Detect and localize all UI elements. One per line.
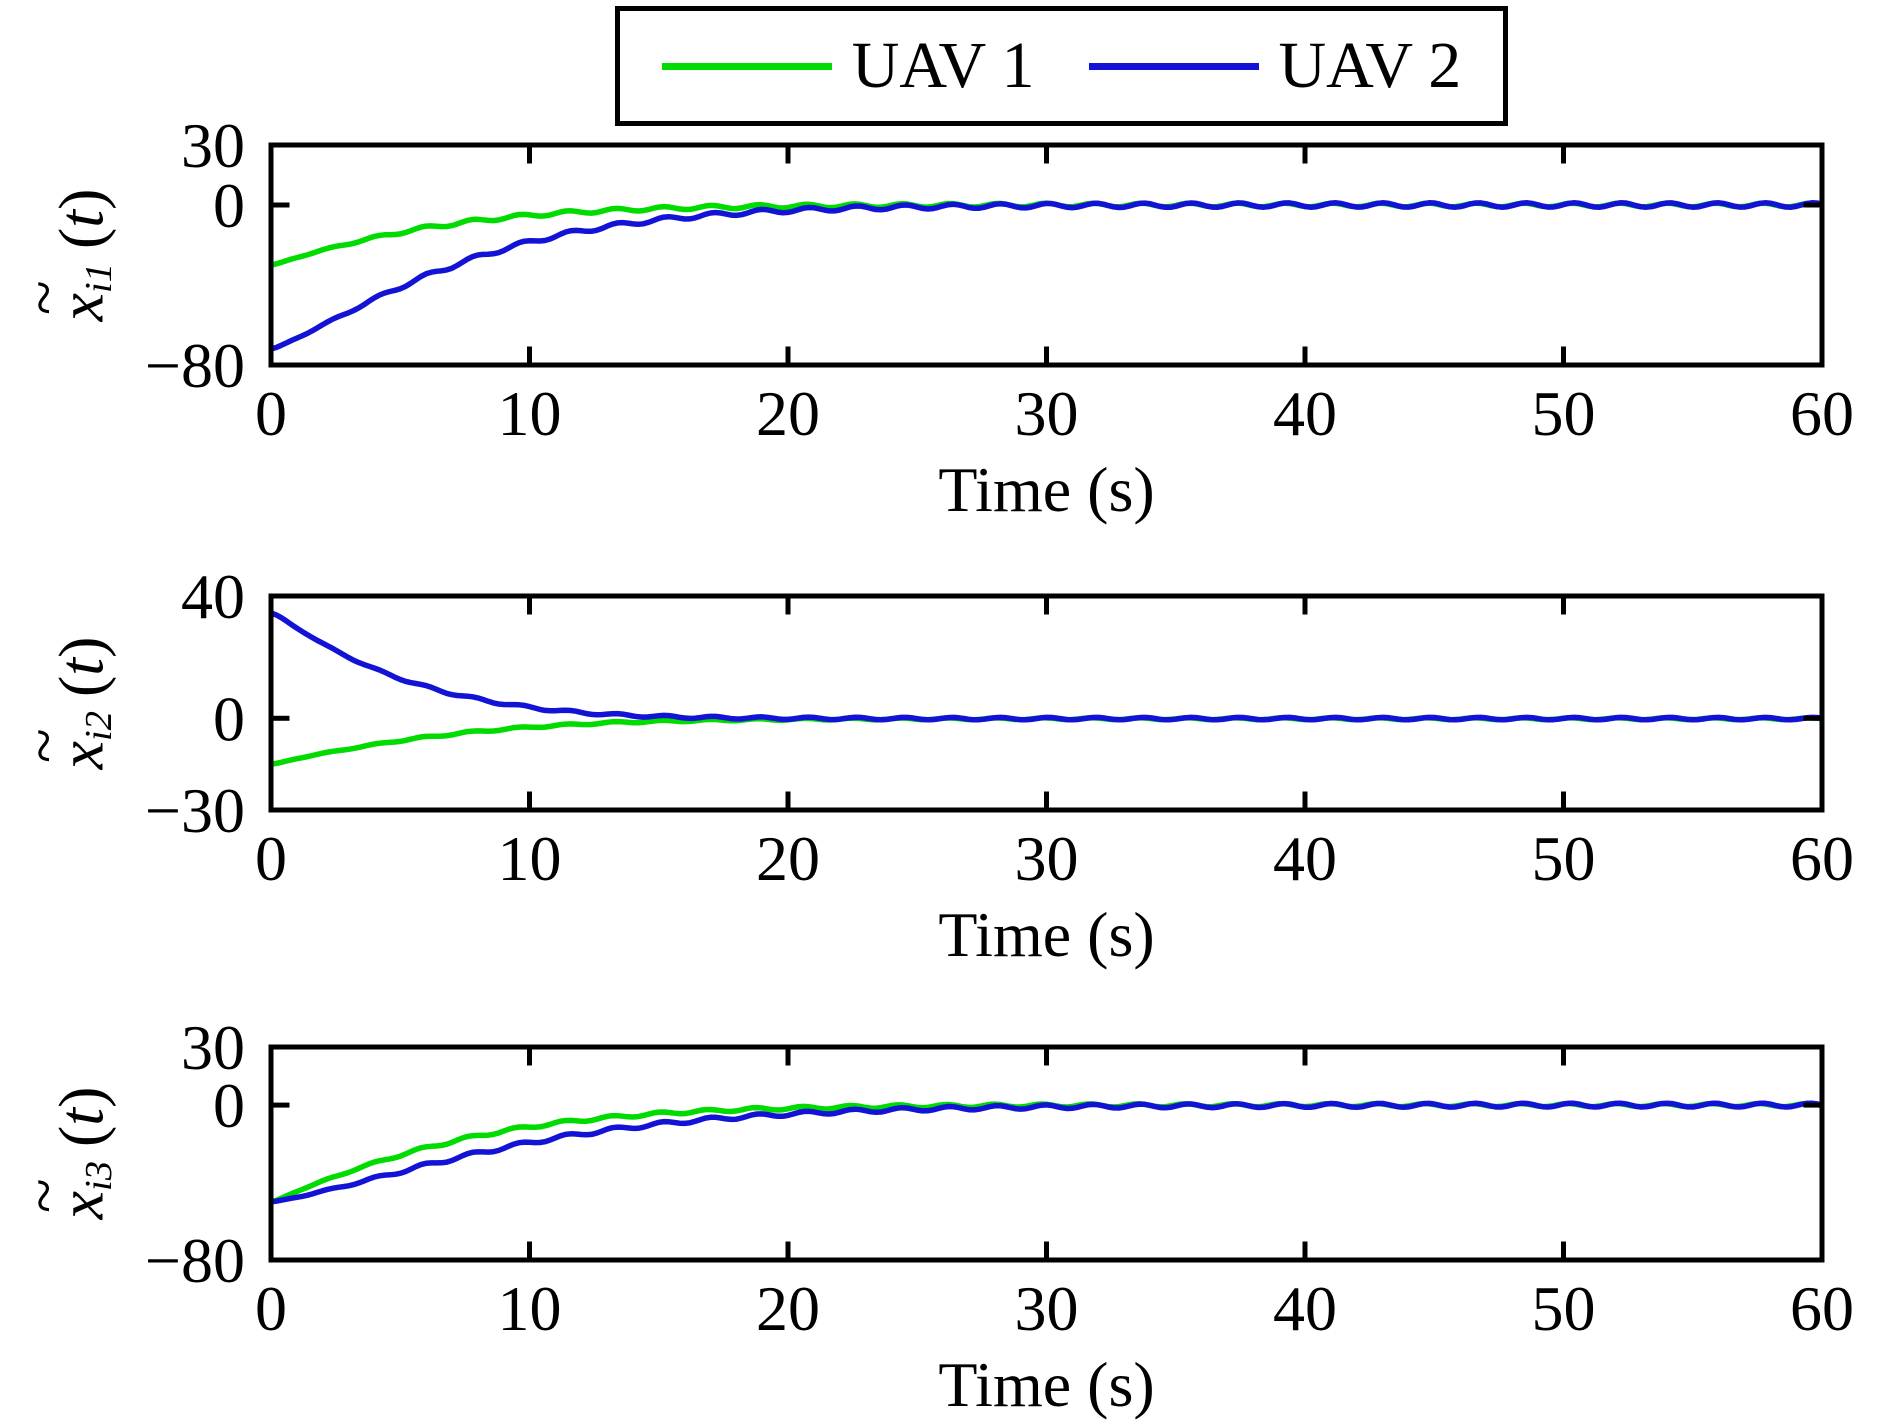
ylabel-argument: (t): [46, 637, 117, 697]
ylabel-subscript: i2: [78, 711, 121, 741]
legend-swatch-uav2: [1088, 62, 1259, 70]
series-line-uav-2: [270, 1100, 1823, 1205]
x-tick-label: 60: [1790, 823, 1854, 894]
x-tick-label: 20: [756, 823, 820, 894]
legend: UAV 1 UAV 2: [615, 6, 1508, 126]
x-tick-label: 40: [1273, 378, 1337, 449]
y-tick-label: −80: [145, 1225, 245, 1296]
x-tick-label: 50: [1532, 823, 1596, 894]
ylabel-variable: ~ xi3: [7, 1161, 121, 1219]
legend-label-uav1: UAV 1: [851, 29, 1035, 102]
y-tick-label: 0: [213, 1070, 245, 1141]
x-axis-title: Time (s): [938, 1349, 1154, 1420]
lparen: (: [45, 227, 117, 250]
ylabel-arg-t: t: [45, 1107, 117, 1126]
y-tick-label: 30: [181, 110, 245, 181]
x-tick-label: 60: [1790, 1273, 1854, 1344]
ylabel-variable: ~ xi2: [7, 711, 121, 769]
x-tick-label: 0: [255, 823, 287, 894]
ylabel-argument: (t): [46, 1087, 117, 1147]
x-tick-label: 10: [498, 1273, 562, 1344]
x-tick-label: 0: [255, 378, 287, 449]
ylabel-arg-t: t: [45, 209, 117, 228]
y-tick-label: 40: [181, 561, 245, 632]
x-tick-label: 50: [1532, 1273, 1596, 1344]
x-tick-label: 20: [756, 378, 820, 449]
x-tick-label: 60: [1790, 378, 1854, 449]
x-tick-label: 30: [1015, 378, 1079, 449]
y-tick-label: 0: [213, 683, 245, 754]
series-line-uav-2: [269, 610, 1823, 723]
series-line-uav-1: [270, 1100, 1823, 1205]
x-tick-label: 40: [1273, 823, 1337, 894]
x-tick-label: 0: [255, 1273, 287, 1344]
legend-swatch-uav1: [661, 62, 832, 70]
ylabel-argument: (t): [46, 189, 117, 249]
y-tick-label: −30: [145, 775, 245, 846]
series-line-uav-1: [270, 715, 1823, 767]
tilde-mark: ~: [7, 728, 79, 763]
y-axis-label-xi2: ~ xi2 (t): [7, 637, 121, 770]
x-axis-title: Time (s): [938, 899, 1154, 970]
tilde-mark: ~: [7, 1178, 79, 1213]
x-tick-label: 30: [1015, 823, 1079, 894]
series-line-uav-2: [270, 200, 1823, 352]
legend-item-uav1: UAV 1: [661, 28, 1035, 104]
rparen: ): [45, 636, 117, 658]
y-tick-label: −80: [145, 330, 245, 401]
ylabel-subscript: i3: [78, 1161, 121, 1191]
y-axis-label-xi1: ~ xi1 (t): [7, 189, 121, 322]
tilde-mark: ~: [7, 280, 79, 315]
x-tick-label: 30: [1015, 1273, 1079, 1344]
y-axis-label-xi3: ~ xi3 (t): [7, 1087, 121, 1220]
x-axis-title: Time (s): [938, 454, 1154, 525]
x-tick-label: 10: [498, 378, 562, 449]
plot-box: [268, 593, 1825, 813]
x-tick-label: 10: [498, 823, 562, 894]
legend-item-uav2: UAV 2: [1088, 28, 1462, 104]
lparen: (: [45, 1125, 117, 1148]
plot-box: [268, 142, 1825, 368]
ylabel-subscript: i1: [78, 263, 121, 293]
plot-box: [268, 1044, 1825, 1263]
x-tick-label: 40: [1273, 1273, 1337, 1344]
x-tick-label: 50: [1532, 378, 1596, 449]
ylabel-arg-t: t: [45, 657, 117, 676]
rparen: ): [45, 188, 117, 210]
y-tick-label: 30: [181, 1012, 245, 1083]
y-tick-label: 0: [213, 170, 245, 241]
legend-label-uav2: UAV 2: [1278, 29, 1462, 102]
x-tick-label: 20: [756, 1273, 820, 1344]
ylabel-variable: ~ xi1: [7, 263, 121, 321]
lparen: (: [45, 675, 117, 698]
rparen: ): [45, 1086, 117, 1108]
series-line-uav-1: [270, 200, 1823, 268]
